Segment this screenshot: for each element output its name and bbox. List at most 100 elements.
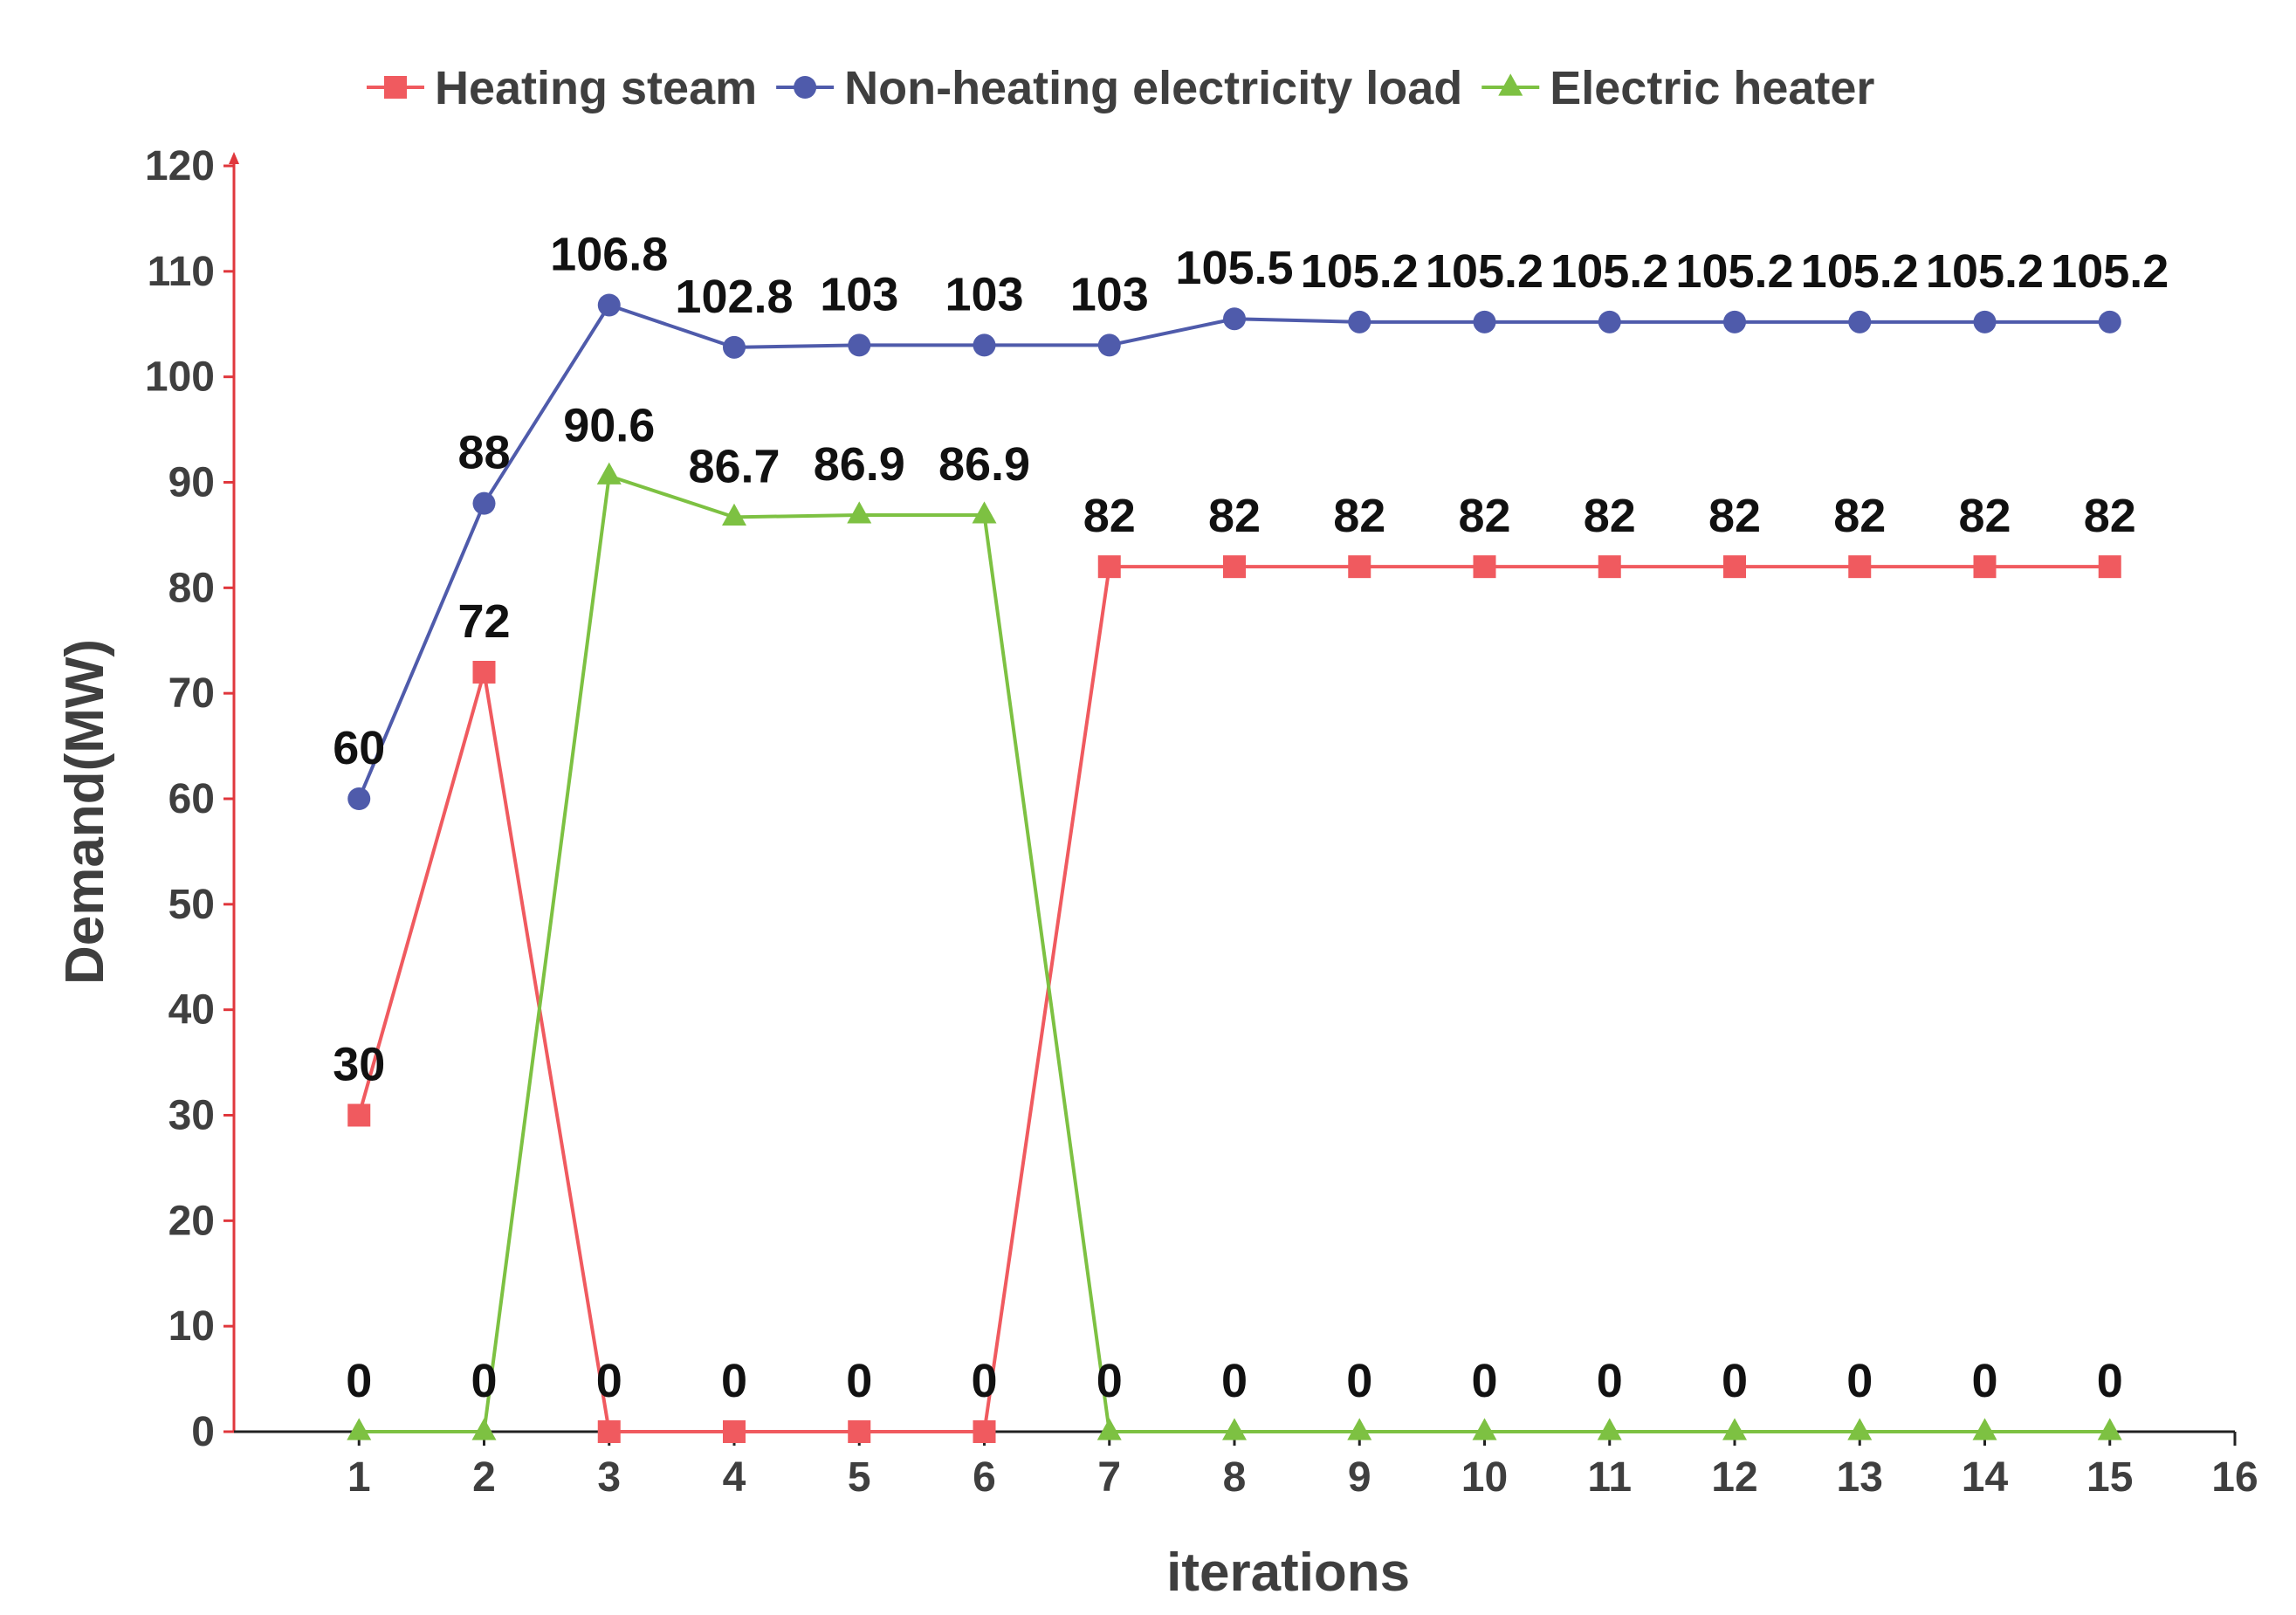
legend-label: Electric heater: [1550, 62, 1874, 114]
data-label: 82: [1958, 490, 2011, 542]
data-label: 0: [846, 1355, 872, 1407]
data-label: 72: [457, 595, 510, 648]
x-tick-label: 3: [597, 1454, 621, 1501]
x-tick-label: 14: [1962, 1454, 2009, 1501]
data-point: [1973, 555, 1997, 579]
data-point: [848, 1420, 871, 1443]
series-markers: [347, 293, 2122, 1443]
data-label: 82: [1584, 490, 1636, 542]
data-label: 105.5: [1175, 242, 1293, 294]
legend-item-2: Electric heater: [1481, 62, 1874, 114]
legend-marker: [1498, 73, 1523, 96]
data-label: 0: [2097, 1355, 2123, 1407]
data-point: [1847, 1418, 1873, 1440]
data-label: 86.7: [688, 440, 780, 492]
data-point: [471, 1418, 497, 1440]
data-label: 60: [333, 722, 385, 774]
y-tick-label: 60: [168, 776, 215, 822]
data-label: 82: [1708, 490, 1761, 542]
data-point: [1096, 1418, 1122, 1440]
data-point: [2097, 1418, 2122, 1440]
legend-marker: [794, 76, 817, 99]
data-point: [597, 293, 621, 317]
data-label: 0: [1096, 1355, 1123, 1407]
x-tick-label: 1: [347, 1454, 371, 1501]
legend: Heating steam Non-heating electricity loa…: [367, 62, 1874, 114]
data-label: 103: [1070, 268, 1149, 320]
data-point: [1972, 1418, 1997, 1440]
data-label: 105.2: [1301, 245, 1419, 298]
data-point: [973, 1420, 996, 1443]
data-point: [472, 491, 496, 515]
data-point: [347, 787, 371, 810]
data-point: [596, 462, 622, 484]
y-tick-label: 50: [168, 882, 215, 928]
x-tick-label: 15: [2086, 1454, 2133, 1501]
data-label: 82: [1333, 490, 1385, 542]
y-tick-label: 0: [191, 1409, 215, 1455]
legend-item-1: Non-heating electricity load: [776, 62, 1462, 114]
data-label: 0: [596, 1355, 622, 1407]
x-tick-label: 12: [1711, 1454, 1757, 1501]
y-tick-label: 40: [168, 987, 215, 1034]
data-label: 0: [1221, 1355, 1248, 1407]
data-point: [1222, 1418, 1247, 1440]
x-tick-label: 7: [1097, 1454, 1121, 1501]
y-tick-label: 120: [145, 143, 215, 189]
data-label: 0: [1597, 1355, 1623, 1407]
y-tick-label: 70: [168, 670, 215, 717]
data-point: [1598, 555, 1621, 579]
data-label: 105.2: [1926, 245, 2044, 298]
data-point: [1097, 333, 1121, 357]
data-label: 103: [945, 268, 1023, 320]
data-point: [1848, 310, 1872, 333]
data-label: 90.6: [563, 399, 655, 451]
x-tick-label: 10: [1461, 1454, 1508, 1501]
legend-label: Heating steam: [435, 62, 757, 114]
data-label: 106.8: [550, 229, 668, 281]
data-label: 105.2: [1426, 245, 1543, 298]
data-point: [1347, 1418, 1372, 1440]
data-point: [848, 333, 871, 357]
data-point: [1722, 1418, 1747, 1440]
x-tick-label: 9: [1348, 1454, 1371, 1501]
data-point: [1598, 310, 1621, 333]
y-tick-label: 80: [168, 565, 215, 611]
data-point: [1348, 555, 1371, 579]
data-point: [1223, 555, 1246, 579]
data-point: [1348, 310, 1371, 333]
data-point: [1097, 555, 1121, 579]
legend-marker: [384, 76, 407, 99]
series-line-0: [357, 565, 2110, 1433]
data-point: [1472, 1418, 1497, 1440]
data-label: 0: [346, 1355, 372, 1407]
data-label: 82: [1458, 490, 1510, 542]
data-label: 0: [1471, 1355, 1497, 1407]
data-label: 0: [971, 1355, 997, 1407]
y-tick-label: 30: [168, 1093, 215, 1139]
data-point: [1723, 310, 1746, 333]
y-tick-label: 10: [168, 1303, 215, 1350]
data-point: [1223, 307, 1246, 331]
data-label: 105.2: [1801, 245, 1919, 298]
data-point: [2098, 555, 2121, 579]
series-line-2: [359, 474, 2110, 1433]
data-labels: 30 72 0 0 0 0 82 82 82 82 82 82 82 82 82 60 88 106.8102.8…: [333, 229, 2169, 1408]
data-point: [1973, 310, 1997, 333]
y-tick-label: 20: [168, 1198, 215, 1244]
data-point: [1597, 1418, 1622, 1440]
data-point: [2098, 310, 2121, 333]
data-point: [723, 335, 746, 359]
x-tick-label: 8: [1223, 1454, 1247, 1501]
data-label: 105.2: [1675, 245, 1793, 298]
series-line-1: [357, 303, 2110, 800]
data-point: [597, 1420, 621, 1443]
data-point: [347, 1418, 372, 1440]
data-label: 82: [2084, 490, 2136, 542]
y-axis-title: Demand(MW): [55, 639, 115, 985]
x-tick-label: 16: [2211, 1454, 2258, 1501]
data-point: [723, 1420, 746, 1443]
x-tick-label: 2: [472, 1454, 496, 1501]
legend-item-0: Heating steam: [367, 62, 757, 114]
